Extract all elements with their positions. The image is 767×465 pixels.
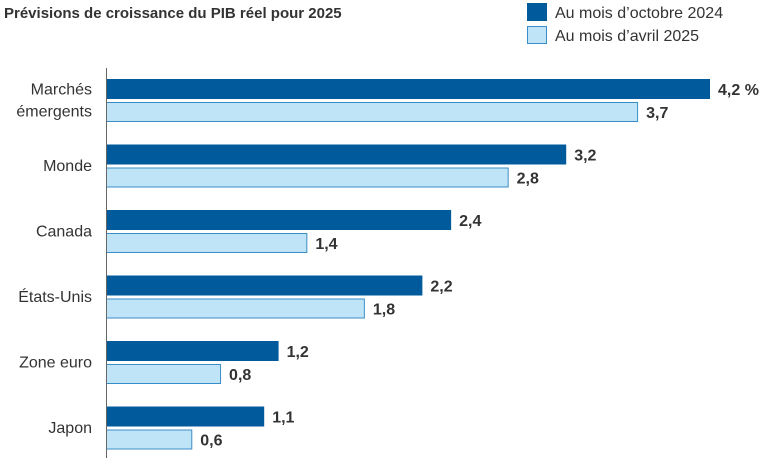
bar-april-2025-2 bbox=[106, 233, 308, 253]
value-label-october-2024-5: 1,1 bbox=[272, 410, 294, 427]
category-label-0-0: Marchés bbox=[31, 82, 92, 99]
bar-april-2025-3 bbox=[106, 298, 365, 319]
bar-october-2024-4 bbox=[106, 341, 279, 361]
legend-swatch-april-2025 bbox=[527, 26, 547, 44]
category-label-0-1: émergents bbox=[16, 104, 92, 121]
value-label-october-2024-0: 4,2 % bbox=[718, 82, 759, 99]
bar-april-2025-1 bbox=[106, 167, 509, 188]
legend-label-october-2024: Au mois d’octobre 2024 bbox=[555, 5, 723, 22]
bar-october-2024-3 bbox=[106, 275, 423, 296]
bar-october-2024-2 bbox=[106, 210, 452, 230]
value-label-october-2024-3: 2,2 bbox=[430, 279, 452, 296]
category-label-1: Monde bbox=[43, 158, 92, 175]
bar-october-2024-5 bbox=[106, 406, 265, 427]
category-label-4: Zone euro bbox=[19, 355, 92, 372]
value-label-october-2024-4: 1,2 bbox=[287, 344, 309, 361]
value-label-april-2025-2: 1,4 bbox=[315, 236, 337, 253]
bar-april-2025-5 bbox=[106, 429, 193, 450]
bar-april-2025-0 bbox=[106, 102, 639, 122]
category-label-3: États-Unis bbox=[18, 287, 92, 306]
value-label-october-2024-1: 3,2 bbox=[574, 148, 596, 165]
category-label-5: Japon bbox=[48, 420, 92, 437]
value-label-april-2025-5: 0,6 bbox=[200, 433, 222, 450]
value-label-april-2025-3: 1,8 bbox=[373, 302, 395, 319]
bar-october-2024-0 bbox=[106, 79, 710, 99]
value-label-april-2025-0: 3,7 bbox=[646, 105, 668, 122]
value-label-april-2025-1: 2,8 bbox=[517, 171, 539, 188]
chart-title: Prévisions de croissance du PIB réel pou… bbox=[4, 5, 342, 22]
value-label-october-2024-2: 2,4 bbox=[459, 213, 481, 230]
plot-area: 4,2 % 3,7 Marchés émergents 3,2 2,8 Monde 2,4 1,… bbox=[16, 68, 759, 458]
bar-october-2024-1 bbox=[106, 144, 567, 165]
value-label-april-2025-4: 0,8 bbox=[229, 367, 251, 384]
legend-label-april-2025: Au mois d’avril 2025 bbox=[555, 28, 699, 45]
legend-swatch-october-2024 bbox=[527, 3, 547, 21]
bar-april-2025-4 bbox=[106, 364, 222, 384]
category-label-2: Canada bbox=[36, 224, 92, 241]
